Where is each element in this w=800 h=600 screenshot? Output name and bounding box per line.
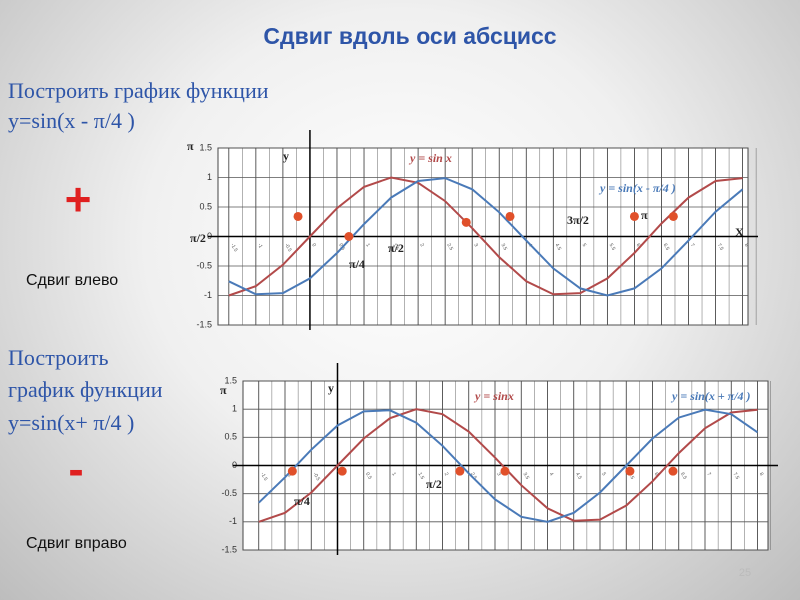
marker <box>668 211 678 221</box>
x-tick-label: 1 <box>364 243 371 249</box>
x-tick-label: -1 <box>256 243 264 250</box>
annotation: X <box>735 225 744 239</box>
formula: y=sin(x - π/4 ) <box>8 108 135 133</box>
legend-label: y = sinx <box>473 389 514 403</box>
annotation: y <box>283 149 289 163</box>
task: Построить <box>8 345 109 370</box>
x-tick-label: 7.5 <box>732 472 741 481</box>
x-tick-label: 8 <box>758 472 765 478</box>
marker <box>500 466 510 476</box>
marker <box>461 217 471 227</box>
x-tick-label: 5.5 <box>627 472 636 481</box>
annotation: π/4 <box>294 494 310 508</box>
shift-label: Сдвиг влево <box>26 272 118 289</box>
legend-label: y = sin(x - π/4 ) <box>598 181 676 195</box>
x-tick-label: 1.5 <box>391 243 400 252</box>
x-tick-label: 8 <box>743 243 750 249</box>
x-tick-label: 7.5 <box>716 243 725 252</box>
annotation: y <box>328 381 334 395</box>
x-tick-label: 2.5 <box>445 243 454 252</box>
series-line <box>228 176 743 297</box>
legend-label: y = sin x <box>408 151 452 165</box>
legend-label: y = sin(x + π/4 ) <box>670 389 751 403</box>
x-tick-label: 2 <box>443 472 450 478</box>
annotation: π <box>641 208 648 222</box>
x-tick-label: 6.5 <box>662 243 671 252</box>
marker <box>629 211 639 221</box>
marker <box>293 211 303 221</box>
y-tick-label: -0.5 <box>196 260 212 270</box>
x-tick-label: 5.5 <box>608 243 617 252</box>
series-line <box>228 177 744 297</box>
series-line <box>258 408 759 523</box>
y-tick-label: -0.5 <box>221 488 237 498</box>
marker <box>455 466 465 476</box>
slide-number: 25 <box>739 567 751 579</box>
x-tick-label: 7 <box>689 243 696 249</box>
x-tick-label: 4 <box>548 472 555 478</box>
x-tick-label: -1.5 <box>259 472 269 483</box>
marker <box>337 466 347 476</box>
x-tick-label: -0.5 <box>283 243 293 254</box>
x-tick-label: -1.5 <box>229 243 239 254</box>
task: график функции <box>8 377 163 402</box>
x-tick-label: 6 <box>635 243 642 249</box>
y-tick-label: 0.5 <box>199 201 212 211</box>
marker <box>505 211 515 221</box>
marker <box>625 466 635 476</box>
slide-title: Сдвиг вдоль оси абсцисс <box>263 23 556 49</box>
x-tick-label: -0.5 <box>312 472 322 483</box>
sign: - <box>68 443 83 495</box>
y-tick-label: 1 <box>232 404 237 414</box>
x-tick-label: 2 <box>418 243 425 249</box>
x-tick-label: 0.5 <box>364 472 373 481</box>
annotation: π/4 <box>349 257 365 271</box>
x-tick-label: 6 <box>653 472 660 478</box>
y-tick-label: -1.5 <box>221 544 237 554</box>
task: Построить график функции <box>8 78 269 103</box>
x-tick-label: 5 <box>581 243 588 249</box>
y-tick-label: -1 <box>204 290 212 300</box>
x-tick-label: 2.5 <box>469 472 478 481</box>
x-tick-label: 4.5 <box>554 243 563 252</box>
annotation: π/2 <box>388 241 404 255</box>
x-tick-label: 7 <box>705 472 712 478</box>
marker <box>344 232 354 241</box>
x-tick-label: -1 <box>285 472 293 479</box>
y-tick-label: -1 <box>229 516 237 526</box>
x-tick-label: 4.5 <box>574 472 583 481</box>
formula: y=sin(x+ π/4 ) <box>8 410 134 435</box>
x-tick-label: 3.5 <box>499 243 508 252</box>
x-tick-label: 3 <box>472 243 479 249</box>
y-tick-label: -1.5 <box>196 319 212 329</box>
annotation: π/2 <box>426 477 442 491</box>
annotation: π <box>220 383 227 397</box>
x-tick-label: 1 <box>390 472 397 478</box>
x-tick-label: 3 <box>495 472 502 478</box>
annotation: 3π/2 <box>567 213 589 227</box>
shift-label: Сдвиг вправо <box>26 535 127 552</box>
x-tick-label: 1.5 <box>417 472 426 481</box>
x-tick-label: 5 <box>600 472 607 478</box>
x-tick-label: 0 <box>310 243 317 249</box>
x-tick-label: 3.5 <box>522 472 531 481</box>
marker <box>287 466 297 476</box>
marker <box>668 466 678 476</box>
x-tick-label: 6.5 <box>679 472 688 481</box>
annotation: π/2 <box>190 231 206 245</box>
y-tick-label: 1 <box>207 172 212 182</box>
y-tick-label: 1.5 <box>224 375 237 385</box>
y-tick-label: 0.5 <box>224 432 237 442</box>
sign: + <box>65 173 92 225</box>
y-tick-label: 1.5 <box>199 142 212 152</box>
annotation: π <box>187 139 194 153</box>
